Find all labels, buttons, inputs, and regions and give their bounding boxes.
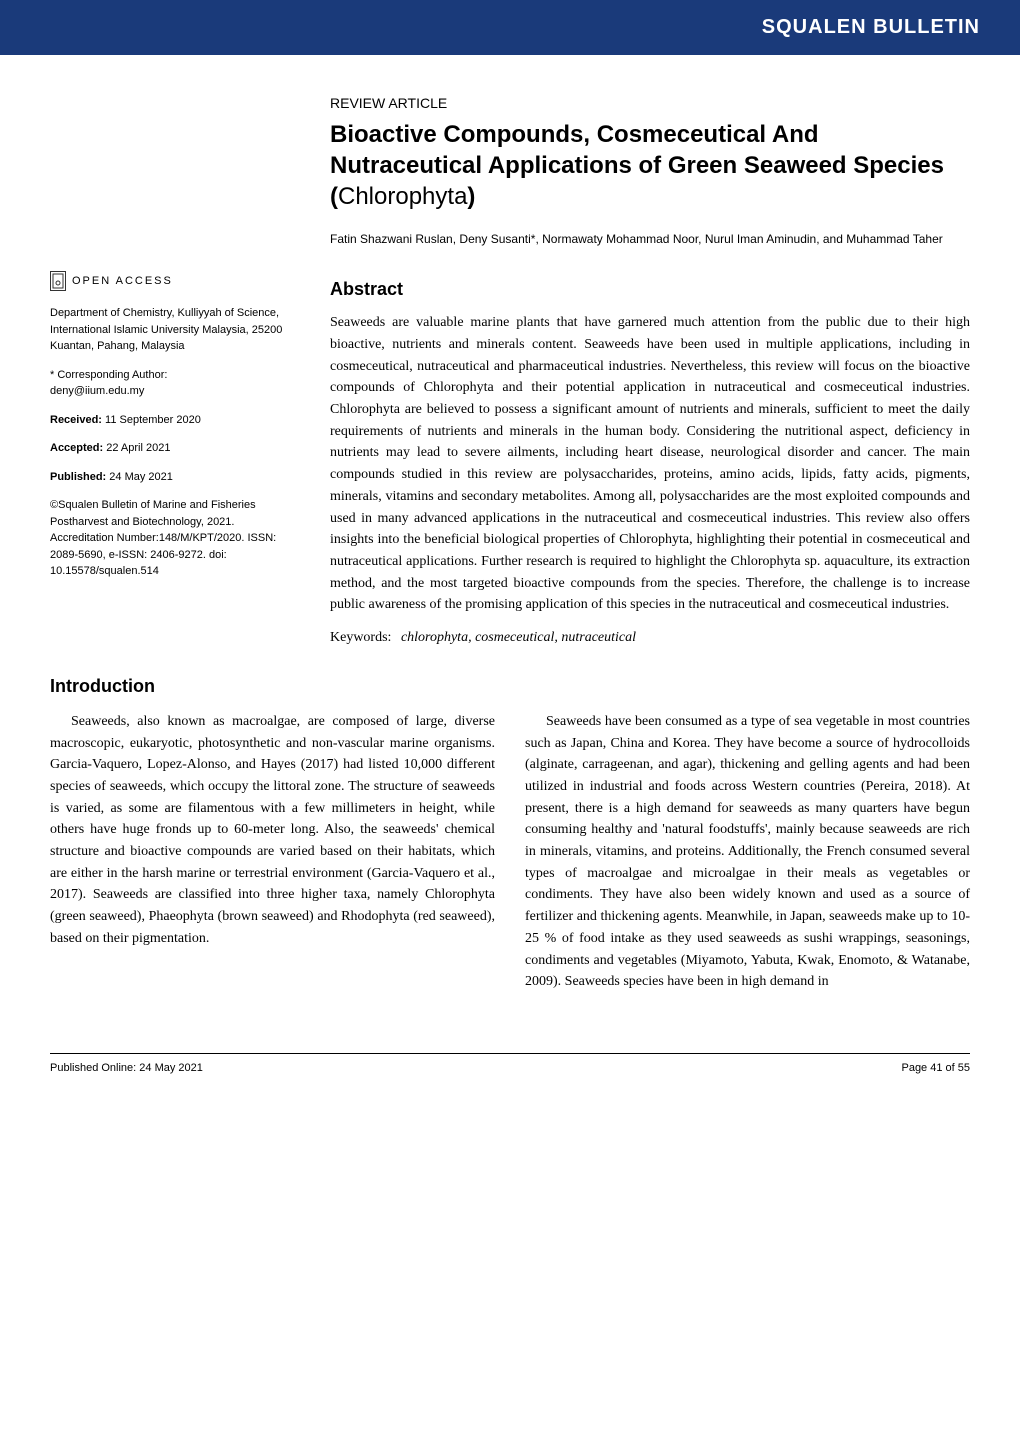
keywords-label: Keywords: [330, 630, 391, 645]
journal-header-bar: SQUALEN BULLETIN [0, 0, 1020, 55]
two-column-layout: OPEN ACCESS Department of Chemistry, Kul… [50, 271, 970, 646]
corresponding-author-block: * Corresponding Author: deny@iium.edu.my [50, 367, 300, 400]
journal-name: SQUALEN BULLETIN [762, 16, 980, 38]
title-species: Chlorophyta [338, 183, 467, 210]
open-access-icon [50, 271, 66, 291]
received-label: Received: [50, 414, 102, 426]
introduction-col-right: Seaweeds have been consumed as a type of… [525, 711, 970, 993]
main-column: Abstract Seaweeds are valuable marine pl… [330, 271, 970, 646]
article-title: Bioactive Compounds, Cosmeceutical And N… [330, 119, 970, 213]
intro-text-left: Seaweeds, also known as macroalgae, are … [50, 711, 495, 950]
copyright-block: ©Squalen Bulletin of Marine and Fisherie… [50, 497, 300, 580]
intro-text-right: Seaweeds have been consumed as a type of… [525, 711, 970, 993]
introduction-section: Introduction Seaweeds, also known as mac… [50, 676, 970, 993]
page-footer: Published Online: 24 May 2021 Page 41 of… [50, 1053, 970, 1094]
article-content: REVIEW ARTICLE Bioactive Compounds, Cosm… [0, 55, 1020, 1023]
corresponding-email: deny@iium.edu.my [50, 383, 300, 400]
affiliation-block: Department of Chemistry, Kulliyyah of Sc… [50, 305, 300, 355]
introduction-columns: Seaweeds, also known as macroalgae, are … [50, 711, 970, 993]
title-part2: ) [467, 183, 475, 210]
corresponding-label: * Corresponding Author: [50, 367, 300, 384]
footer-page-number: Page 41 of 55 [901, 1062, 970, 1074]
introduction-col-left: Seaweeds, also known as macroalgae, are … [50, 711, 495, 993]
accepted-date: 22 April 2021 [106, 442, 170, 454]
sidebar-metadata: OPEN ACCESS Department of Chemistry, Kul… [50, 271, 300, 646]
keywords-line: Keywords: chlorophyta, cosmeceutical, nu… [330, 630, 970, 646]
abstract-heading: Abstract [330, 279, 970, 300]
received-block: Received: 11 September 2020 [50, 412, 300, 429]
authors-line: Fatin Shazwani Ruslan, Deny Susanti*, No… [330, 231, 970, 248]
received-date: 11 September 2020 [105, 414, 201, 426]
introduction-heading: Introduction [50, 676, 970, 697]
open-access-label: OPEN ACCESS [72, 273, 173, 290]
abstract-text: Seaweeds are valuable marine plants that… [330, 312, 970, 616]
article-type: REVIEW ARTICLE [330, 95, 970, 111]
open-access-badge: OPEN ACCESS [50, 271, 300, 291]
accepted-label: Accepted: [50, 442, 103, 454]
published-block: Published: 24 May 2021 [50, 469, 300, 486]
keywords-values: chlorophyta, cosmeceutical, nutraceutica… [401, 630, 636, 645]
accepted-block: Accepted: 22 April 2021 [50, 440, 300, 457]
footer-published-online: Published Online: 24 May 2021 [50, 1062, 203, 1074]
published-date: 24 May 2021 [109, 471, 173, 483]
published-label: Published: [50, 471, 106, 483]
